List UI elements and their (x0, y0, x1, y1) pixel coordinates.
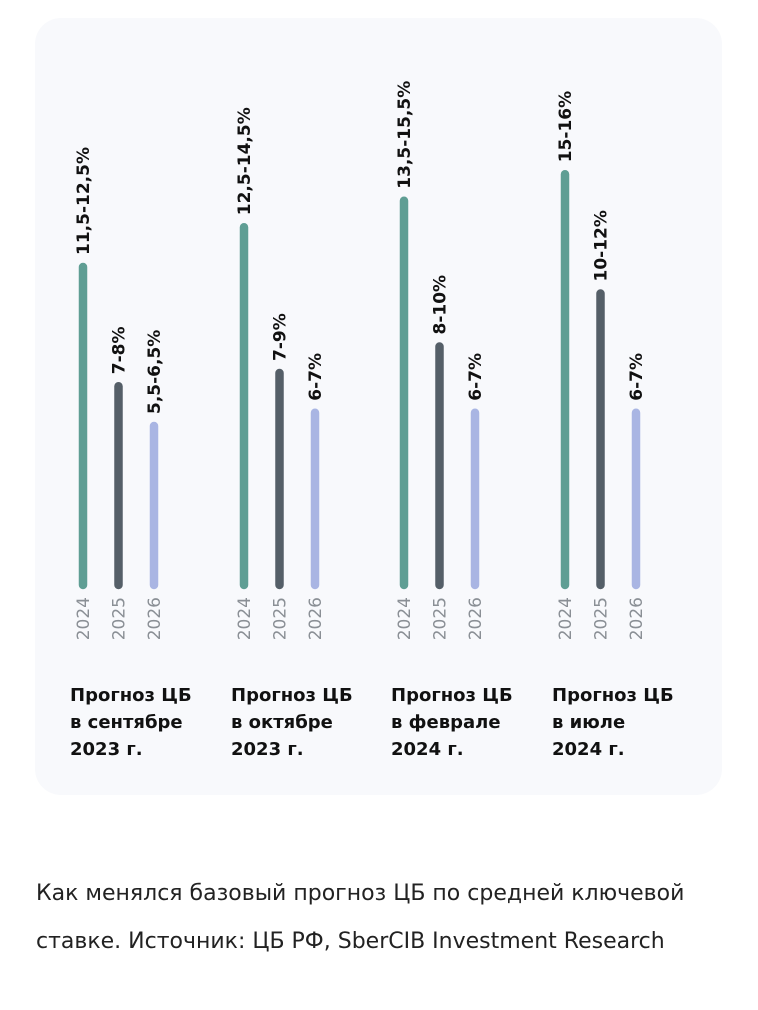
value-label: 6-7% (466, 353, 486, 401)
year-tick-label: 2024 (395, 597, 415, 640)
value-label: 7-9% (271, 313, 291, 361)
chart-caption: Как менялся базовый прогноз ЦБ по средне… (36, 881, 685, 954)
group-label: Прогноз ЦБ в феврале 2024 г. (391, 685, 513, 760)
value-label: 8-10% (431, 275, 451, 335)
year-tick-label: 2026 (306, 597, 326, 640)
value-label: 6-7% (306, 353, 326, 401)
group-label: Прогноз ЦБ в сентябре 2023 г. (70, 685, 192, 760)
value-label: 5,5-6,5% (145, 330, 165, 414)
value-label: 13,5-15,5% (395, 81, 415, 189)
chart-card (35, 18, 722, 795)
year-tick-label: 2024 (556, 597, 576, 640)
group-label: Прогноз ЦБ в октябре 2023 г. (231, 685, 353, 760)
year-tick-label: 2026 (466, 597, 486, 640)
year-tick-label: 2026 (627, 597, 647, 640)
value-label: 15-16% (556, 91, 576, 162)
value-label: 11,5-12,5% (74, 147, 94, 255)
value-label: 12,5-14,5% (235, 107, 255, 215)
group-label: Прогноз ЦБ в июле 2024 г. (552, 685, 674, 760)
year-tick-label: 2025 (592, 597, 612, 640)
year-tick-label: 2024 (235, 597, 255, 640)
year-tick-label: 2025 (271, 597, 291, 640)
year-tick-label: 2025 (431, 597, 451, 640)
value-label: 6-7% (627, 353, 647, 401)
value-label: 10-12% (592, 210, 612, 281)
year-tick-label: 2024 (74, 597, 94, 640)
year-tick-label: 2026 (145, 597, 165, 640)
value-label: 7-8% (110, 327, 130, 375)
bar-chart: 11,5-12,5% 2024 7-8% 2025 5,5-6,5% 2026 12,5-1… (74, 81, 647, 641)
year-tick-label: 2025 (110, 597, 130, 640)
